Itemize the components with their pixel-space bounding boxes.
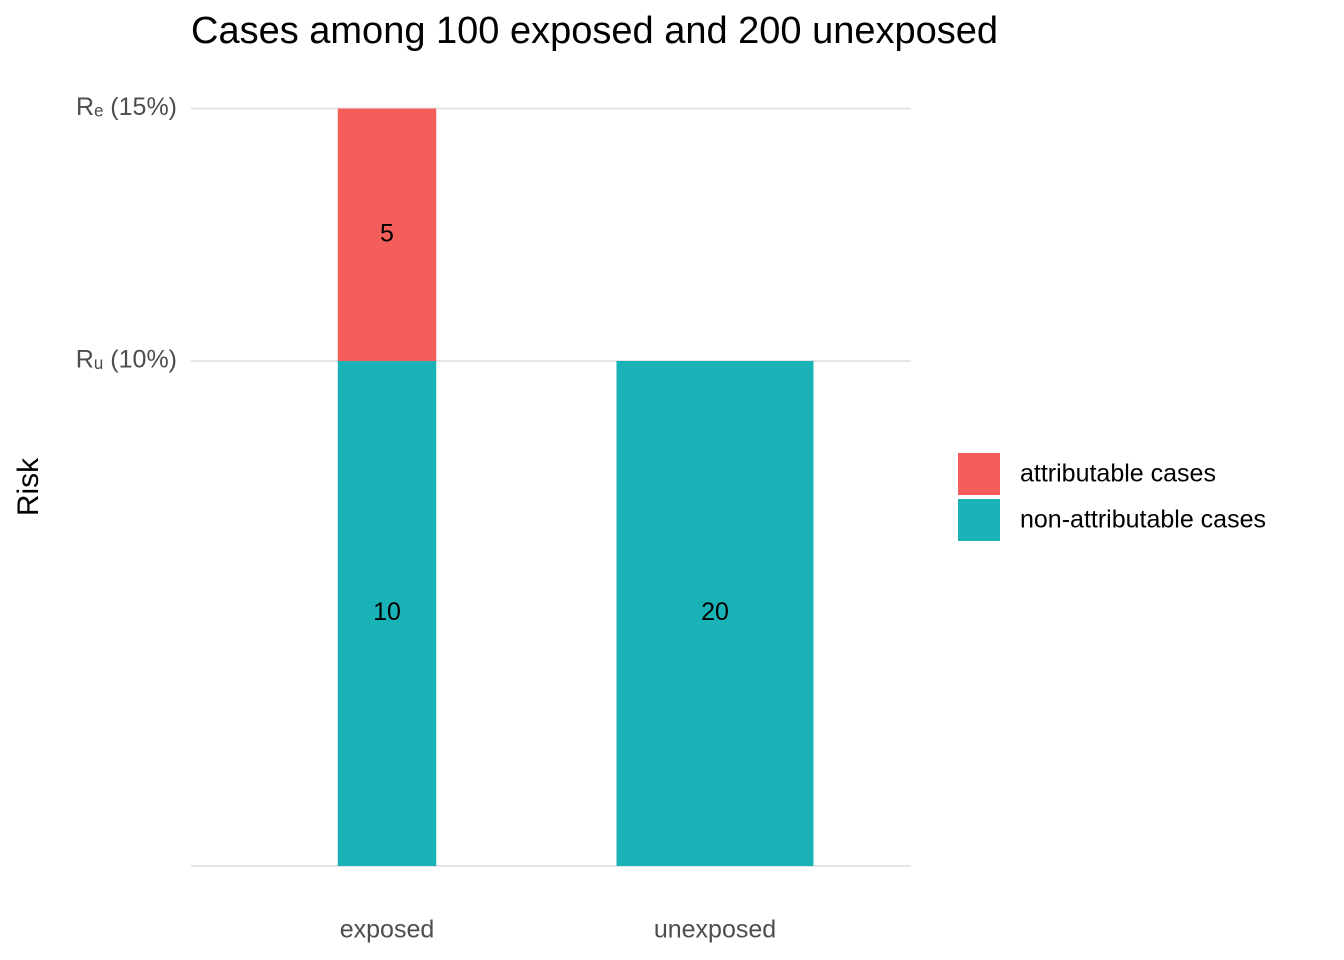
data-label: 20 <box>701 598 729 626</box>
x-tick-label: exposed <box>340 916 435 944</box>
legend-label: attributable cases <box>1020 460 1216 488</box>
bar-segment <box>337 361 437 866</box>
y-tick-label: Rₑ (15%) <box>76 93 177 121</box>
bar-segment <box>616 361 814 866</box>
x-tick-label: unexposed <box>654 916 776 944</box>
legend-label: non-attributable cases <box>1020 506 1266 534</box>
bar-segment <box>337 108 437 361</box>
legend-key <box>958 499 1000 541</box>
data-label: 10 <box>373 598 401 626</box>
chart-title: Cases among 100 exposed and 200 unexpose… <box>191 10 998 52</box>
y-axis-title: Risk <box>12 457 45 516</box>
y-tick-label: Rᵤ (10%) <box>76 346 177 374</box>
data-label: 5 <box>380 219 394 247</box>
legend-key <box>958 453 1000 495</box>
